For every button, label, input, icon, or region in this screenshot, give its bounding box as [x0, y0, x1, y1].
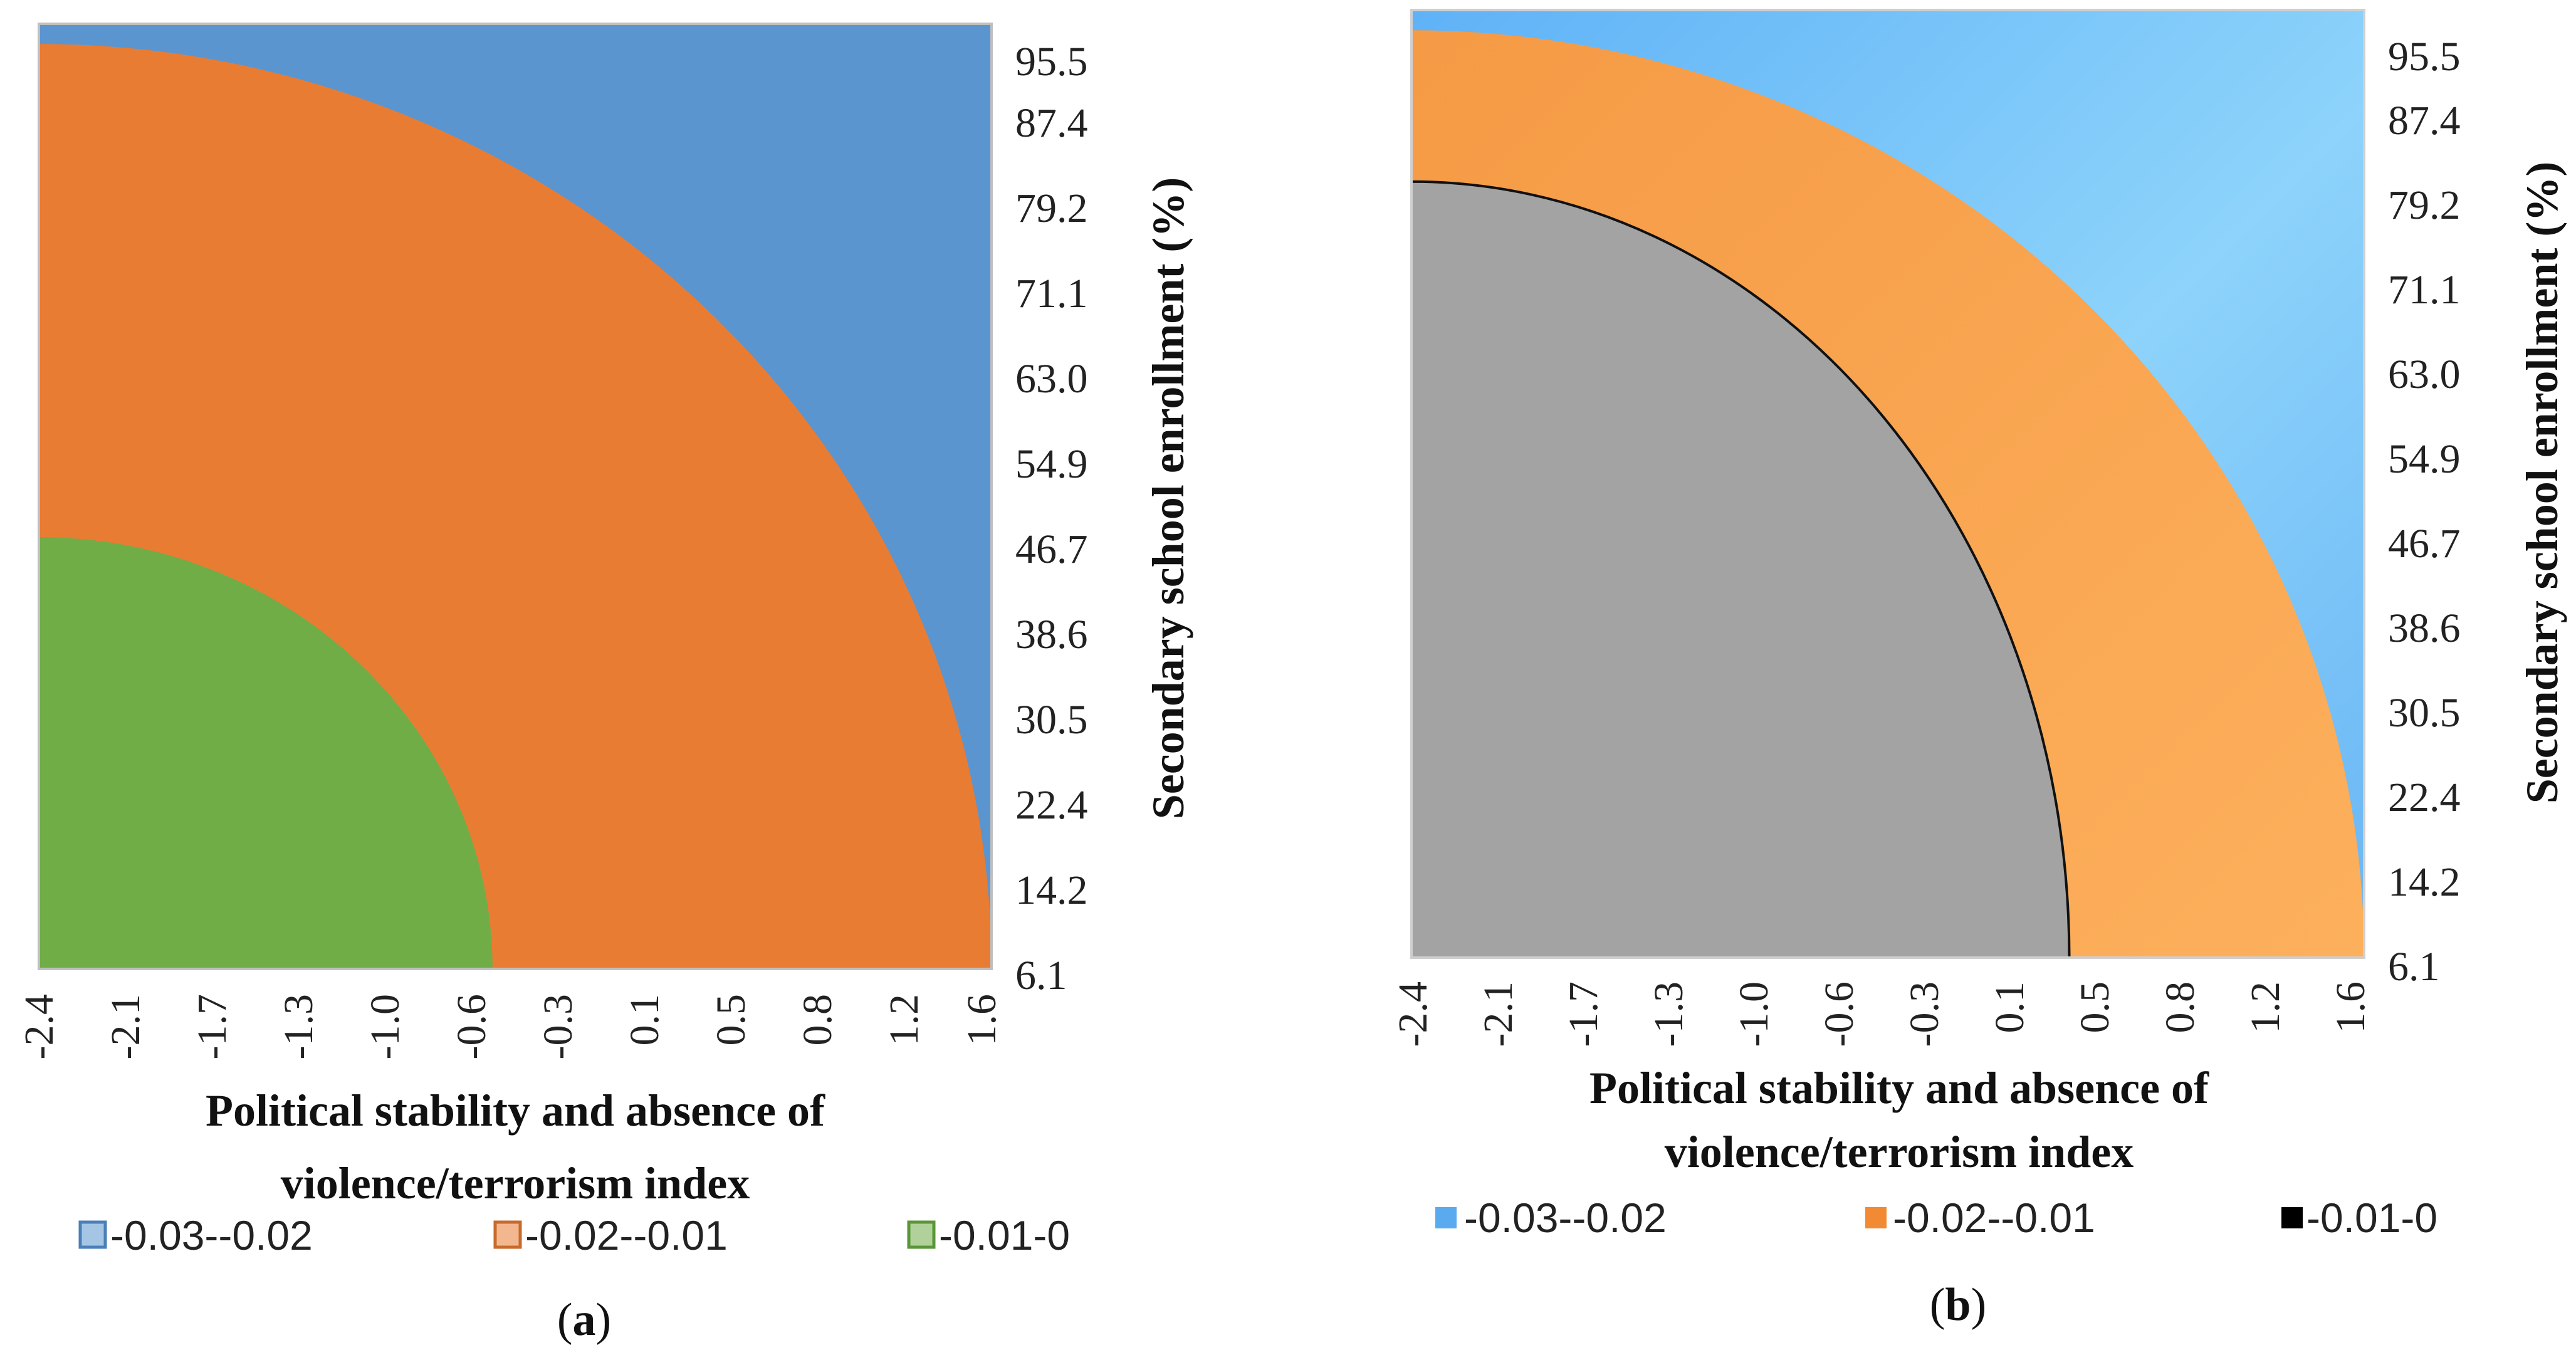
panel-label-b: (b)	[1930, 1279, 1986, 1331]
x-axis-title-b-line1: Political stability and absence of	[1589, 1063, 2209, 1113]
legend-swatch	[1435, 1207, 1457, 1228]
y-tick-label: 71.1	[1015, 271, 1088, 317]
legend-label: -0.01-0	[939, 1212, 1070, 1258]
x-tick-label: 0.8	[2157, 981, 2203, 1033]
x-tick-label: -1.3	[1646, 981, 1692, 1047]
y-ticks-b: 6.1 14.2 22.4 30.5 38.6 46.7 54.9 63.0 7…	[2388, 34, 2461, 990]
plot-area-b	[1410, 9, 2365, 959]
x-tick-label: 0.5	[708, 994, 754, 1046]
x-tick-label: -1.0	[362, 994, 408, 1059]
legend-label: -0.02--0.01	[525, 1212, 728, 1258]
y-ticks-a: 6.1 14.2 22.4 30.5 38.6 46.7 54.9 63.0 7…	[1015, 39, 1088, 998]
x-tick-label: -2.1	[1475, 981, 1521, 1047]
y-tick-label: 30.5	[2388, 690, 2461, 736]
y-tick-label: 14.2	[1015, 867, 1088, 913]
panel-label-open: (	[1930, 1279, 1945, 1331]
x-tick-label: -0.3	[1902, 981, 1947, 1047]
legend-swatch	[493, 1220, 522, 1249]
y-tick-label: 6.1	[1015, 953, 1067, 998]
x-tick-label: -0.6	[449, 994, 495, 1059]
y-tick-label: 87.4	[2388, 98, 2461, 144]
region-a-high	[39, 537, 493, 969]
x-tick-label: -1.3	[276, 994, 322, 1059]
y-axis-title-a: Secondary school enrollment (%)	[1143, 177, 1193, 820]
y-tick-label: 87.4	[1015, 100, 1088, 146]
x-tick-label: -1.7	[189, 994, 235, 1059]
y-tick-label: 22.4	[2388, 775, 2461, 820]
panel-label-close: )	[1971, 1279, 1987, 1331]
x-tick-label: 0.1	[622, 994, 668, 1046]
y-tick-label: 71.1	[2388, 267, 2461, 313]
x-tick-label: -0.6	[1816, 981, 1862, 1047]
x-axis-title-b-line2: violence/terrorism index	[1665, 1127, 2134, 1177]
x-tick-label: 1.2	[2243, 981, 2288, 1033]
x-ticks-b: -2.4 -2.1 -1.7 -1.3 -1.0 -0.6 -0.3 0.1 0…	[1390, 981, 2374, 1047]
x-tick-label: -1.7	[1561, 981, 1606, 1047]
x-tick-label: 1.2	[881, 994, 927, 1046]
x-tick-label: 0.8	[795, 994, 840, 1046]
y-tick-label: 54.9	[2388, 436, 2461, 482]
y-tick-label: 22.4	[1015, 782, 1088, 828]
panel-label-letter: b	[1945, 1279, 1971, 1331]
panel-label-close: )	[596, 1294, 612, 1346]
x-tick-label: 1.6	[959, 994, 1005, 1046]
plot-area-a	[38, 23, 993, 970]
x-tick-label: 0.1	[1987, 981, 2033, 1033]
y-tick-label: 14.2	[2388, 859, 2461, 905]
x-tick-label: -1.0	[1731, 981, 1777, 1047]
y-tick-label: 6.1	[2388, 944, 2440, 990]
y-tick-label: 38.6	[2388, 605, 2461, 651]
y-tick-label: 95.5	[2388, 34, 2461, 80]
y-tick-label: 63.0	[1015, 356, 1088, 402]
panel-label-a: (a)	[557, 1294, 611, 1346]
plot-border-a	[38, 23, 993, 970]
x-axis-title-a-line1: Political stability and absence of	[206, 1086, 825, 1136]
y-tick-label: 38.6	[1015, 612, 1088, 657]
x-tick-label: -2.4	[1390, 981, 1436, 1047]
y-tick-label: 95.5	[1015, 39, 1088, 85]
x-tick-label: -0.3	[535, 994, 581, 1059]
panel-label-open: (	[557, 1294, 573, 1346]
x-tick-label: 0.5	[2072, 981, 2118, 1033]
legend-label: -0.03--0.02	[110, 1212, 313, 1258]
y-tick-label: 54.9	[1015, 441, 1088, 487]
y-tick-label: 46.7	[2388, 521, 2461, 567]
x-tick-label: -2.1	[103, 994, 149, 1059]
y-tick-label: 46.7	[1015, 526, 1088, 572]
plot-border-b	[1410, 9, 2365, 959]
legend-label: -0.02--0.01	[1893, 1195, 2095, 1241]
x-tick-label: 1.6	[2328, 981, 2374, 1033]
x-ticks-a: -2.4 -2.1 -1.7 -1.3 -1.0 -0.6 -0.3 0.1 0…	[16, 994, 1005, 1059]
legend-label: -0.01-0	[2306, 1195, 2437, 1241]
y-tick-label: 63.0	[2388, 352, 2461, 397]
chart-panel-a: -2.4 -2.1 -1.7 -1.3 -1.0 -0.6 -0.3 0.1 0…	[16, 23, 1193, 1346]
y-tick-label: 79.2	[2388, 182, 2461, 228]
x-axis-title-a-line2: violence/terrorism index	[281, 1158, 750, 1208]
legend-b: -0.03--0.02 -0.02--0.01 -0.01-0	[1435, 1195, 2437, 1241]
chart-panel-b: -2.4 -2.1 -1.7 -1.3 -1.0 -0.6 -0.3 0.1 0…	[1390, 9, 2567, 1331]
panel-label-letter: a	[573, 1294, 596, 1346]
legend-swatch	[78, 1220, 107, 1249]
region-b-high	[1410, 180, 2071, 959]
y-axis-title-b: Secondary school enrollment (%)	[2517, 162, 2567, 804]
y-tick-label: 30.5	[1015, 697, 1088, 743]
legend-swatch	[907, 1220, 936, 1249]
legend-a: -0.03--0.02 -0.02--0.01 -0.01-0	[78, 1212, 1070, 1258]
x-tick-label: -2.4	[16, 994, 62, 1059]
y-tick-label: 79.2	[1015, 186, 1088, 231]
legend-swatch	[2281, 1207, 2303, 1228]
legend-label: -0.03--0.02	[1464, 1195, 1667, 1241]
legend-swatch	[1865, 1207, 1887, 1228]
